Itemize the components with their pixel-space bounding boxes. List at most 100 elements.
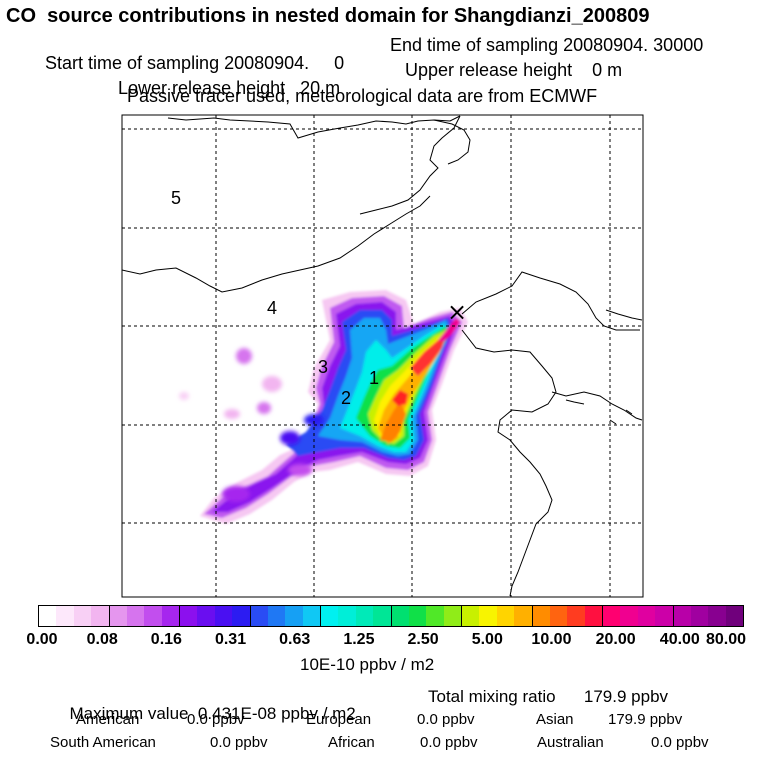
coastline-north [167, 115, 461, 139]
plume-dark-orange [380, 402, 406, 442]
colorbar-swatch [56, 606, 74, 626]
colorbar-tick-label: 2.50 [407, 631, 439, 648]
end-time: End time of sampling 20080904. 30000 [390, 35, 704, 55]
colorbar-swatch [637, 606, 656, 626]
colorbar-swatch [355, 606, 374, 626]
plume-red-core-ne [410, 336, 446, 376]
colorbar-swatch [708, 606, 726, 626]
colorbar-swatch [232, 606, 251, 626]
colorbar-tick-label: 10.00 [531, 631, 572, 648]
coastline-east [551, 391, 643, 421]
coastline-islands [565, 399, 633, 425]
blob-w8 [288, 464, 312, 476]
coastline-bay-north [461, 271, 640, 331]
release-heights: Lower release height 20 m Upper release … [108, 61, 622, 115]
blob-w5 [224, 409, 240, 419]
american-label: American [76, 711, 140, 728]
colorbar-swatch [338, 606, 356, 626]
maximum-value: Maximum value 0.431E-08 ppbv / m2 [69, 704, 356, 723]
south-american-value: 0.0 ppbv [210, 734, 268, 751]
region-label-5: 5 [171, 188, 181, 208]
receptor-marker: × [447, 298, 467, 326]
colorbar [38, 605, 744, 627]
african-label: African [328, 734, 375, 751]
coastline-east-2 [605, 309, 643, 321]
colorbar-swatch [73, 606, 92, 626]
colorbar-swatch [180, 606, 198, 626]
colorbar-swatch [690, 606, 709, 626]
colorbar-swatch [321, 606, 339, 626]
colorbar-swatch [267, 606, 286, 626]
australian-label: Australian [537, 734, 604, 751]
blob-w3 [257, 402, 271, 414]
max-total-line: Maximum value 0.431E-08 ppbv / m2 Total … [60, 688, 668, 739]
colorbar-swatch [91, 606, 110, 626]
blob-w6 [280, 431, 300, 445]
australian-value: 0.0 ppbv [651, 734, 709, 751]
region-label-4: 4 [267, 298, 277, 318]
colorbar-swatch [603, 606, 621, 626]
american-value: 0.0 ppbv [187, 711, 245, 728]
african-value: 0.0 ppbv [420, 734, 478, 751]
plume-blobs [179, 348, 324, 502]
colorbar-swatch [514, 606, 533, 626]
colorbar-swatch [302, 606, 321, 626]
colorbar-swatch [725, 606, 743, 626]
colorbar-swatch [443, 606, 462, 626]
colorbar-swatch [567, 606, 585, 626]
region-labels: 1 2 3 4 5 [171, 188, 379, 408]
colorbar-swatch [673, 606, 691, 626]
lat-lon-grid [122, 115, 643, 597]
region-label-3: 3 [318, 357, 328, 377]
colorbar-swatch [109, 606, 127, 626]
total-mixing-ratio: Total mixing ratio 179.9 ppbv [428, 687, 669, 706]
coastline-inner-north [122, 195, 431, 293]
coastline-bay [461, 329, 557, 597]
colorbar-tick-label: 20.00 [595, 631, 636, 648]
colorbar-tick-label: 0.16 [150, 631, 182, 648]
colorbar-swatch [408, 606, 427, 626]
map-frame [121, 114, 644, 598]
blob-w4 [179, 392, 189, 400]
colorbar-swatch [214, 606, 233, 626]
blob-w1 [236, 348, 252, 364]
colorbar-tick-label: 0.63 [279, 631, 311, 648]
coastline-top-bay [433, 119, 471, 165]
sampling-times: Start time of sampling 20080904. 0 End t… [35, 36, 703, 90]
colorbar-tick-label: 1.25 [343, 631, 375, 648]
colorbar-swatch [39, 606, 57, 626]
colorbar-swatch [144, 606, 162, 626]
blob-w2 [262, 376, 282, 392]
region-label-2: 2 [341, 388, 351, 408]
colorbar-tick-label: 40.00 [659, 631, 700, 648]
asian-value: 179.9 ppbv [608, 711, 683, 728]
colorbar-swatch [479, 606, 497, 626]
colorbar-tick-label: 0.08 [86, 631, 118, 648]
tracer-note: Passive tracer used, meteorological data… [127, 86, 598, 106]
plume-magenta-source [438, 318, 460, 342]
colorbar-swatch [197, 606, 215, 626]
colorbar-swatch [532, 606, 550, 626]
colorbar-tick-label: 0.31 [214, 631, 247, 648]
lower-release-height: Lower release height 20 m [118, 78, 341, 98]
european-label: European [306, 711, 372, 728]
colorbar-swatch [549, 606, 568, 626]
colorbar-tick-label: 5.00 [471, 631, 503, 648]
european-value: 0.0 ppbv [417, 711, 475, 728]
colorbar-swatch [426, 606, 444, 626]
colorbar-swatch [496, 606, 515, 626]
blob-w9 [304, 414, 324, 426]
colorbar-swatch [620, 606, 638, 626]
colorbar-swatch [161, 606, 180, 626]
colorbar-swatch [373, 606, 392, 626]
region-label-1: 1 [369, 368, 379, 388]
coastline-north-east [359, 115, 461, 215]
south-american-label: South American [50, 734, 156, 751]
start-time: Start time of sampling 20080904. 0 [45, 53, 345, 73]
colorbar-tick-label: 80.00 [705, 631, 747, 648]
colorbar-swatch [655, 606, 674, 626]
plume-red-core-mid [392, 390, 408, 406]
colorbar-swatch [250, 606, 268, 626]
colorbar-swatch [584, 606, 603, 626]
